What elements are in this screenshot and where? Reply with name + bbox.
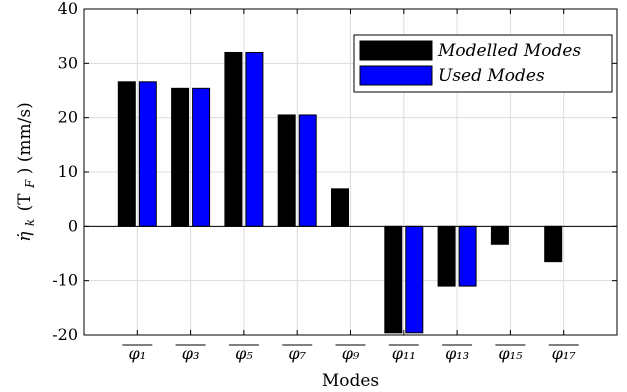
x-tick-label: φ₁ — [128, 344, 146, 363]
bar-modelled — [331, 188, 349, 227]
bar-modelled — [384, 225, 403, 334]
legend: Modelled Modes Used Modes — [353, 34, 613, 93]
y-tick-label: -10 — [52, 271, 78, 290]
y-tick-label: 10 — [58, 162, 78, 181]
x-tick-label: φ₉ — [342, 344, 360, 363]
bars — [117, 51, 563, 334]
x-axis-label: Modes — [322, 371, 379, 391]
legend-swatch-used — [359, 65, 433, 86]
x-tick-label: φ₁₃ — [445, 344, 469, 363]
bar-modelled — [224, 51, 243, 227]
y-axis-label-main: η̇ — [15, 231, 35, 242]
y-tick-label: 0 — [68, 216, 78, 235]
x-tick-label: φ₃ — [182, 344, 200, 363]
x-tick-label: φ₅ — [235, 344, 253, 363]
bar-modelled — [117, 81, 136, 227]
bar-modelled — [171, 87, 190, 227]
y-axis-label: η̇ k (T F ) (mm/s) — [15, 102, 39, 241]
bar-modelled — [437, 225, 456, 287]
bar-modelled — [544, 225, 563, 263]
y-axis-label-sub2: F — [23, 179, 37, 189]
x-tick-label: φ₁₇ — [552, 344, 577, 363]
y-tick-label: 20 — [58, 108, 78, 127]
y-tick-label: -20 — [52, 325, 78, 344]
x-axis-ticks: φ₁ φ₃ φ₅ φ₇ φ₉ φ₁₁ φ₁₃ φ₁₅ φ₁₇ — [122, 9, 579, 363]
bar-used — [458, 225, 477, 287]
legend-label-modelled: Modelled Modes — [437, 41, 581, 61]
bar-used — [405, 225, 424, 334]
legend-label-used: Used Modes — [438, 66, 545, 86]
y-axis-label-tail: ) (mm/s) — [15, 102, 35, 174]
bar-used — [192, 87, 211, 227]
y-tick-label: 30 — [58, 53, 78, 72]
y-axis-label-sub: k — [23, 219, 37, 226]
legend-swatch-modelled — [359, 40, 433, 61]
bar-used — [298, 114, 317, 227]
bar-modelled — [277, 114, 296, 227]
bar-modelled — [490, 225, 509, 245]
y-axis-ticks: -20 -10 0 10 20 30 40 — [52, 0, 617, 344]
x-tick-label: φ₇ — [288, 344, 306, 363]
x-tick-label: φ₁₁ — [392, 344, 416, 363]
y-tick-label: 40 — [58, 0, 78, 18]
bar-used — [245, 51, 264, 227]
x-tick-label: φ₁₅ — [498, 344, 523, 363]
bar-used — [138, 81, 157, 227]
y-axis-label-rest: (T — [15, 193, 35, 212]
